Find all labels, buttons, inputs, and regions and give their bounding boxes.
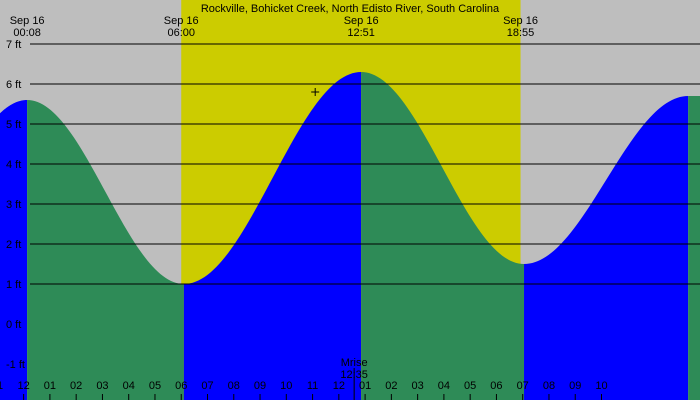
hour-tick-label: 07 [517, 380, 529, 392]
y-tick-label-layer: 7 ft 6 ft 5 ft 4 ft 3 ft 2 ft 1 ft 0 ft -1 ft [6, 39, 25, 371]
top-time-label: 06:00 [167, 27, 195, 39]
top-time-label: 12:51 [347, 27, 375, 39]
tide-area-layer [0, 72, 700, 400]
hour-tick-label: 08 [543, 380, 555, 392]
rising-tide-area [524, 96, 689, 400]
hour-tick-label: 12 [333, 380, 345, 392]
y-tick-label: 7 ft [6, 39, 21, 51]
top-date-label: Sep 16 [344, 15, 379, 27]
gridline-layer [30, 43, 700, 285]
hour-tick-label: 08 [228, 380, 240, 392]
hour-tick-label: 06 [490, 380, 502, 392]
y-tick-label: 6 ft [6, 79, 21, 91]
top-date-label: Sep 16 [164, 15, 199, 27]
y-tick-label: 3 ft [6, 199, 21, 211]
y-tick-label: 4 ft [6, 159, 21, 171]
y-tick-label: 2 ft [6, 239, 21, 251]
hour-tick-label: 07 [201, 380, 213, 392]
y-tick-label: 5 ft [6, 119, 21, 131]
top-time-label: 18:55 [507, 27, 535, 39]
falling-tide-area [688, 96, 700, 400]
top-date-label: Sep 16 [10, 15, 45, 27]
hour-tick-label: 09 [254, 380, 266, 392]
hour-tick-label: 06 [175, 380, 187, 392]
hour-tick-label: 05 [464, 380, 476, 392]
moonrise-label: Mrise [341, 357, 368, 369]
hour-tick-label: 01 [359, 380, 371, 392]
hour-tick-label: 12 [18, 380, 30, 392]
hour-tick-label: 11 [0, 380, 3, 392]
rising-tide-area [0, 100, 28, 400]
hour-tick-label: 02 [70, 380, 82, 392]
hour-tick-label: 01 [44, 380, 56, 392]
y-tick-label: 1 ft [6, 279, 21, 291]
hour-tick-label: 04 [438, 380, 450, 392]
falling-tide-area [361, 72, 525, 400]
hour-tick-layer: 11 12 01 02 03 04 05 06 07 08 09 10 11 12 01 02 03 04 05 06… [0, 380, 608, 400]
falling-tide-area [27, 100, 184, 400]
top-time-label: 00:08 [13, 27, 41, 39]
hour-tick-label: 03 [412, 380, 424, 392]
hour-tick-label: 11 [307, 380, 318, 392]
y-tick-label: -1 ft [6, 359, 25, 371]
chart-title: Rockville, Bohicket Creek, North Edisto … [201, 3, 500, 15]
moonrise-time: 12:35 [340, 369, 368, 381]
rising-tide-area [183, 72, 362, 400]
y-tick-label: 0 ft [6, 319, 21, 331]
hour-tick-label: 10 [280, 380, 292, 392]
hour-tick-label: 05 [149, 380, 161, 392]
top-date-label: Sep 16 [503, 15, 538, 27]
hour-tick-label: 04 [123, 380, 135, 392]
hour-tick-label: 02 [385, 380, 397, 392]
hour-tick-label: 10 [595, 380, 607, 392]
cross-marker [311, 88, 320, 96]
hour-tick-label: 03 [96, 380, 108, 392]
hour-tick-label: 09 [569, 380, 581, 392]
